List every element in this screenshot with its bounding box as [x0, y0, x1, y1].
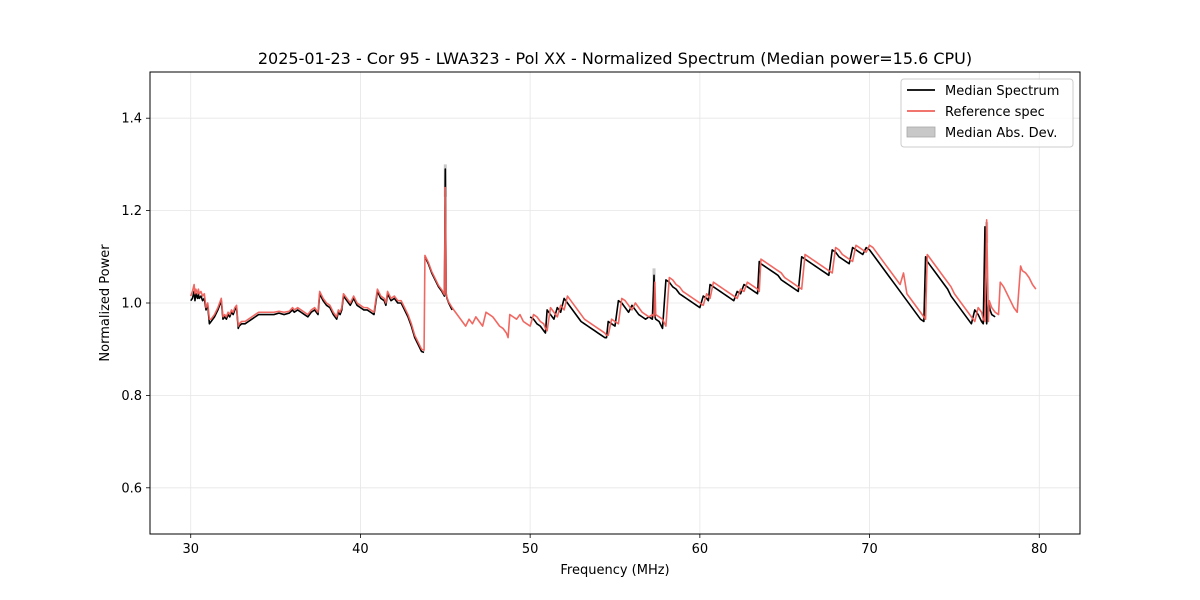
x-tick-label: 40 [352, 542, 369, 557]
reference-spec-line [189, 186, 1037, 351]
legend-label-mad: Median Abs. Dev. [945, 126, 1057, 141]
y-axis: 0.6 0.8 1.0 1.2 1.4 [121, 112, 150, 496]
x-tick-label: 80 [1031, 542, 1048, 557]
y-tick-label: 1.2 [121, 204, 142, 219]
x-tick-label: 60 [692, 542, 709, 557]
chart-title: 2025-01-23 - Cor 95 - LWA323 - Pol XX - … [258, 49, 972, 68]
legend-box [900, 78, 1074, 148]
median-spectrum-line [190, 290, 425, 354]
legend-label-median: Median Spectrum [945, 84, 1059, 99]
x-tick-label: 30 [182, 542, 199, 557]
x-axis: 30 40 50 60 70 80 [182, 534, 1048, 557]
legend: Median Spectrum Reference spec Median Ab… [900, 78, 1074, 148]
y-tick-label: 0.8 [121, 389, 142, 404]
series-lines [189, 168, 1037, 354]
x-tick-label: 50 [522, 542, 539, 557]
legend-label-reference: Reference spec [945, 105, 1045, 120]
y-axis-label: Normalized Power [98, 244, 113, 362]
y-tick-label: 1.0 [121, 297, 142, 312]
x-tick-label: 70 [861, 542, 878, 557]
y-tick-label: 0.6 [121, 481, 142, 496]
y-tick-label: 1.4 [121, 112, 142, 127]
x-axis-label: Frequency (MHz) [560, 563, 669, 578]
legend-swatch-mad [906, 126, 936, 138]
